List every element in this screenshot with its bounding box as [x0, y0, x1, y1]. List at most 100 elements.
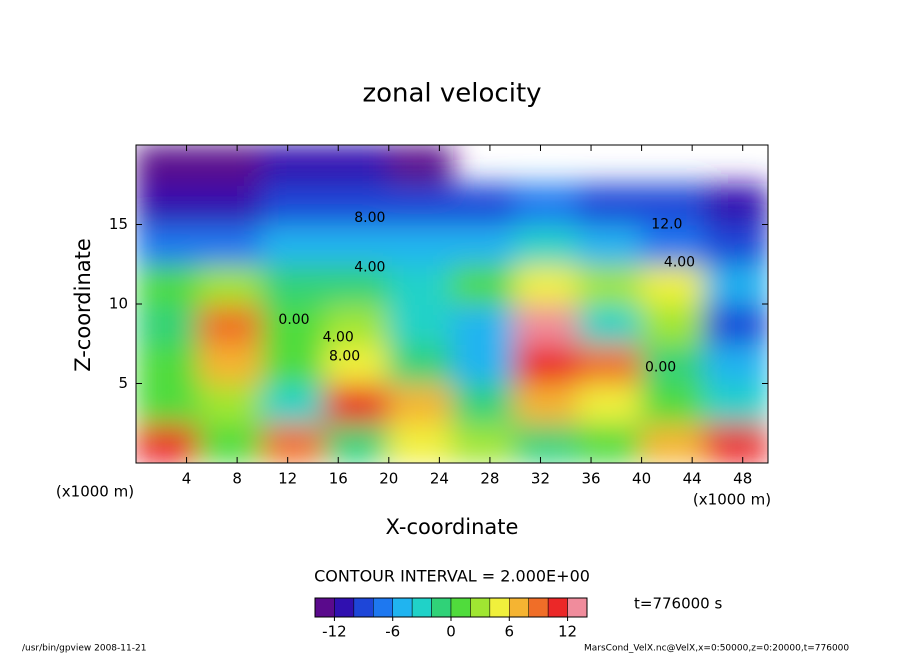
field-cell	[324, 342, 390, 385]
colorbar-segment	[547, 597, 568, 618]
field-cell	[577, 183, 643, 226]
field-cell	[514, 382, 580, 425]
field-cell	[261, 223, 327, 266]
x-tick-label: 40	[632, 470, 651, 488]
y-tick-label: 15	[109, 215, 128, 233]
field	[136, 145, 768, 463]
field-cell	[387, 422, 453, 463]
colorbar-segment	[470, 597, 491, 618]
field-cell	[577, 342, 643, 385]
field-cell	[387, 342, 453, 385]
colorbar-tick-label: 0	[446, 623, 456, 641]
chart-title: zonal velocity	[362, 79, 541, 109]
colorbar-segment	[431, 597, 452, 618]
field-cell	[451, 223, 517, 266]
field-cell	[136, 422, 201, 463]
field-cell	[703, 382, 768, 425]
field-cell	[703, 223, 768, 266]
y-tick-label: 5	[118, 374, 128, 392]
field-cell	[451, 382, 517, 425]
field-cell	[451, 422, 517, 463]
field-cell	[324, 223, 390, 266]
field-cell	[451, 303, 517, 345]
colorbar-tick-label: 6	[505, 623, 515, 641]
y-axis-label: Z-coordinate	[71, 238, 95, 372]
field-cell	[261, 342, 327, 385]
colorbar-tick-label: -12	[322, 623, 347, 641]
x-tick-label: 8	[232, 470, 242, 488]
field-cell	[324, 303, 390, 345]
contour-label: 4.00	[323, 329, 354, 345]
field-cell	[703, 183, 768, 226]
field-cell	[324, 422, 390, 463]
field-cell	[640, 183, 706, 226]
colorbar-segment	[411, 597, 432, 618]
colorbar-tick-label: 12	[558, 623, 577, 641]
field-cell	[324, 382, 390, 425]
field-cell	[703, 303, 768, 345]
colorbar-segment	[567, 597, 588, 618]
field-cell	[640, 223, 706, 266]
field-cell	[577, 422, 643, 463]
x-tick-label: 32	[531, 470, 550, 488]
field-cell	[198, 382, 264, 425]
field-cell	[514, 223, 580, 266]
field-cell	[451, 263, 517, 305]
field-cell	[198, 145, 264, 186]
field-cell	[198, 342, 264, 385]
x-tick-label: 28	[480, 470, 499, 488]
field-cell	[387, 303, 453, 345]
field-cell	[136, 263, 201, 305]
field-cell	[198, 303, 264, 345]
field-cell	[198, 223, 264, 266]
field-cell	[136, 223, 201, 266]
contour-label: 8.00	[354, 210, 385, 226]
field-cell	[387, 382, 453, 425]
colorbar-segment	[334, 597, 355, 618]
field-cell	[514, 422, 580, 463]
field-cell	[703, 342, 768, 385]
field-cell	[640, 422, 706, 463]
colorbar-segment	[392, 597, 413, 618]
contour-label: 0.00	[645, 360, 676, 376]
field-cell	[514, 183, 580, 226]
contour-label: 4.00	[664, 255, 695, 271]
colorbar-segment	[450, 597, 471, 618]
field-cell	[387, 183, 453, 226]
contour-label: 12.0	[651, 217, 682, 233]
y-unit: (x1000 m)	[56, 483, 134, 501]
field-cell	[324, 183, 390, 226]
x-axis-label: X-coordinate	[386, 515, 519, 539]
field-cell	[387, 145, 453, 186]
field-cell	[136, 382, 201, 425]
field-cell	[136, 145, 201, 186]
footer-right: MarsCond_VelX.nc@VelX,x=0:50000,z=0:2000…	[584, 644, 849, 654]
field-cell	[577, 303, 643, 345]
field-cell	[261, 303, 327, 345]
colorbar-segment	[353, 597, 374, 618]
contour-label: 0.00	[278, 312, 309, 328]
x-tick-label: 20	[379, 470, 398, 488]
x-tick-label: 12	[278, 470, 297, 488]
y-tick-label: 10	[109, 295, 128, 313]
field-cell	[136, 183, 201, 226]
field-cell	[514, 342, 580, 385]
colorbar-segment	[314, 597, 335, 618]
field-cell	[136, 342, 201, 385]
footer-left: /usr/bin/gpview 2008-11-21	[22, 644, 146, 654]
field-cell	[640, 303, 706, 345]
field-cell	[577, 382, 643, 425]
contour-label: 4.00	[354, 259, 385, 275]
field-cell	[261, 263, 327, 305]
x-tick-label: 16	[329, 470, 348, 488]
field-cell	[261, 382, 327, 425]
field-cell	[577, 263, 643, 305]
field-cell	[261, 422, 327, 463]
colorbar-tick-label: -6	[385, 623, 400, 641]
field-cell	[640, 263, 706, 305]
x-unit: (x1000 m)	[693, 491, 771, 509]
field-cell	[640, 342, 706, 385]
field-cell	[261, 145, 327, 186]
colorbar-segment	[373, 597, 393, 618]
field-cell	[514, 263, 580, 305]
